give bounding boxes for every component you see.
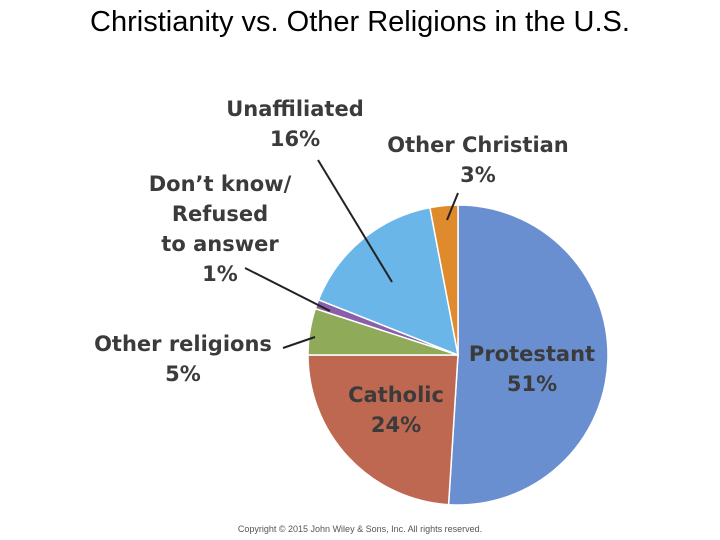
pie-slice: [317, 206, 459, 357]
pie-slice: [429, 204, 459, 356]
leader-line: [317, 159, 393, 283]
pie-slice: [447, 204, 609, 506]
slice-label: Protestant: [469, 342, 595, 366]
chart-title: Christianity vs. Other Religions in the …: [90, 6, 630, 38]
slice-label: Unaffiliated: [226, 97, 363, 121]
value-label: 1%: [202, 262, 238, 286]
value-label: 24%: [371, 413, 421, 437]
slice-label: Catholic: [348, 383, 444, 407]
leader-line: [282, 336, 316, 349]
pie-slice: [307, 354, 459, 506]
leader-line: [244, 267, 331, 312]
slice-label: Don’t know/: [149, 172, 292, 196]
slice-label: Other religions: [94, 332, 272, 356]
slice-label: Refused: [172, 202, 268, 226]
value-label: 51%: [507, 372, 557, 396]
footer: Copyright © 2015 John Wiley & Sons, Inc.…: [238, 524, 482, 534]
value-label: 16%: [270, 127, 320, 151]
slice-label: to answer: [161, 232, 279, 256]
leader-line: [446, 192, 459, 221]
value-label: 3%: [460, 163, 496, 187]
value-label: 5%: [165, 362, 201, 386]
slice-label: Other Christian: [387, 133, 569, 157]
